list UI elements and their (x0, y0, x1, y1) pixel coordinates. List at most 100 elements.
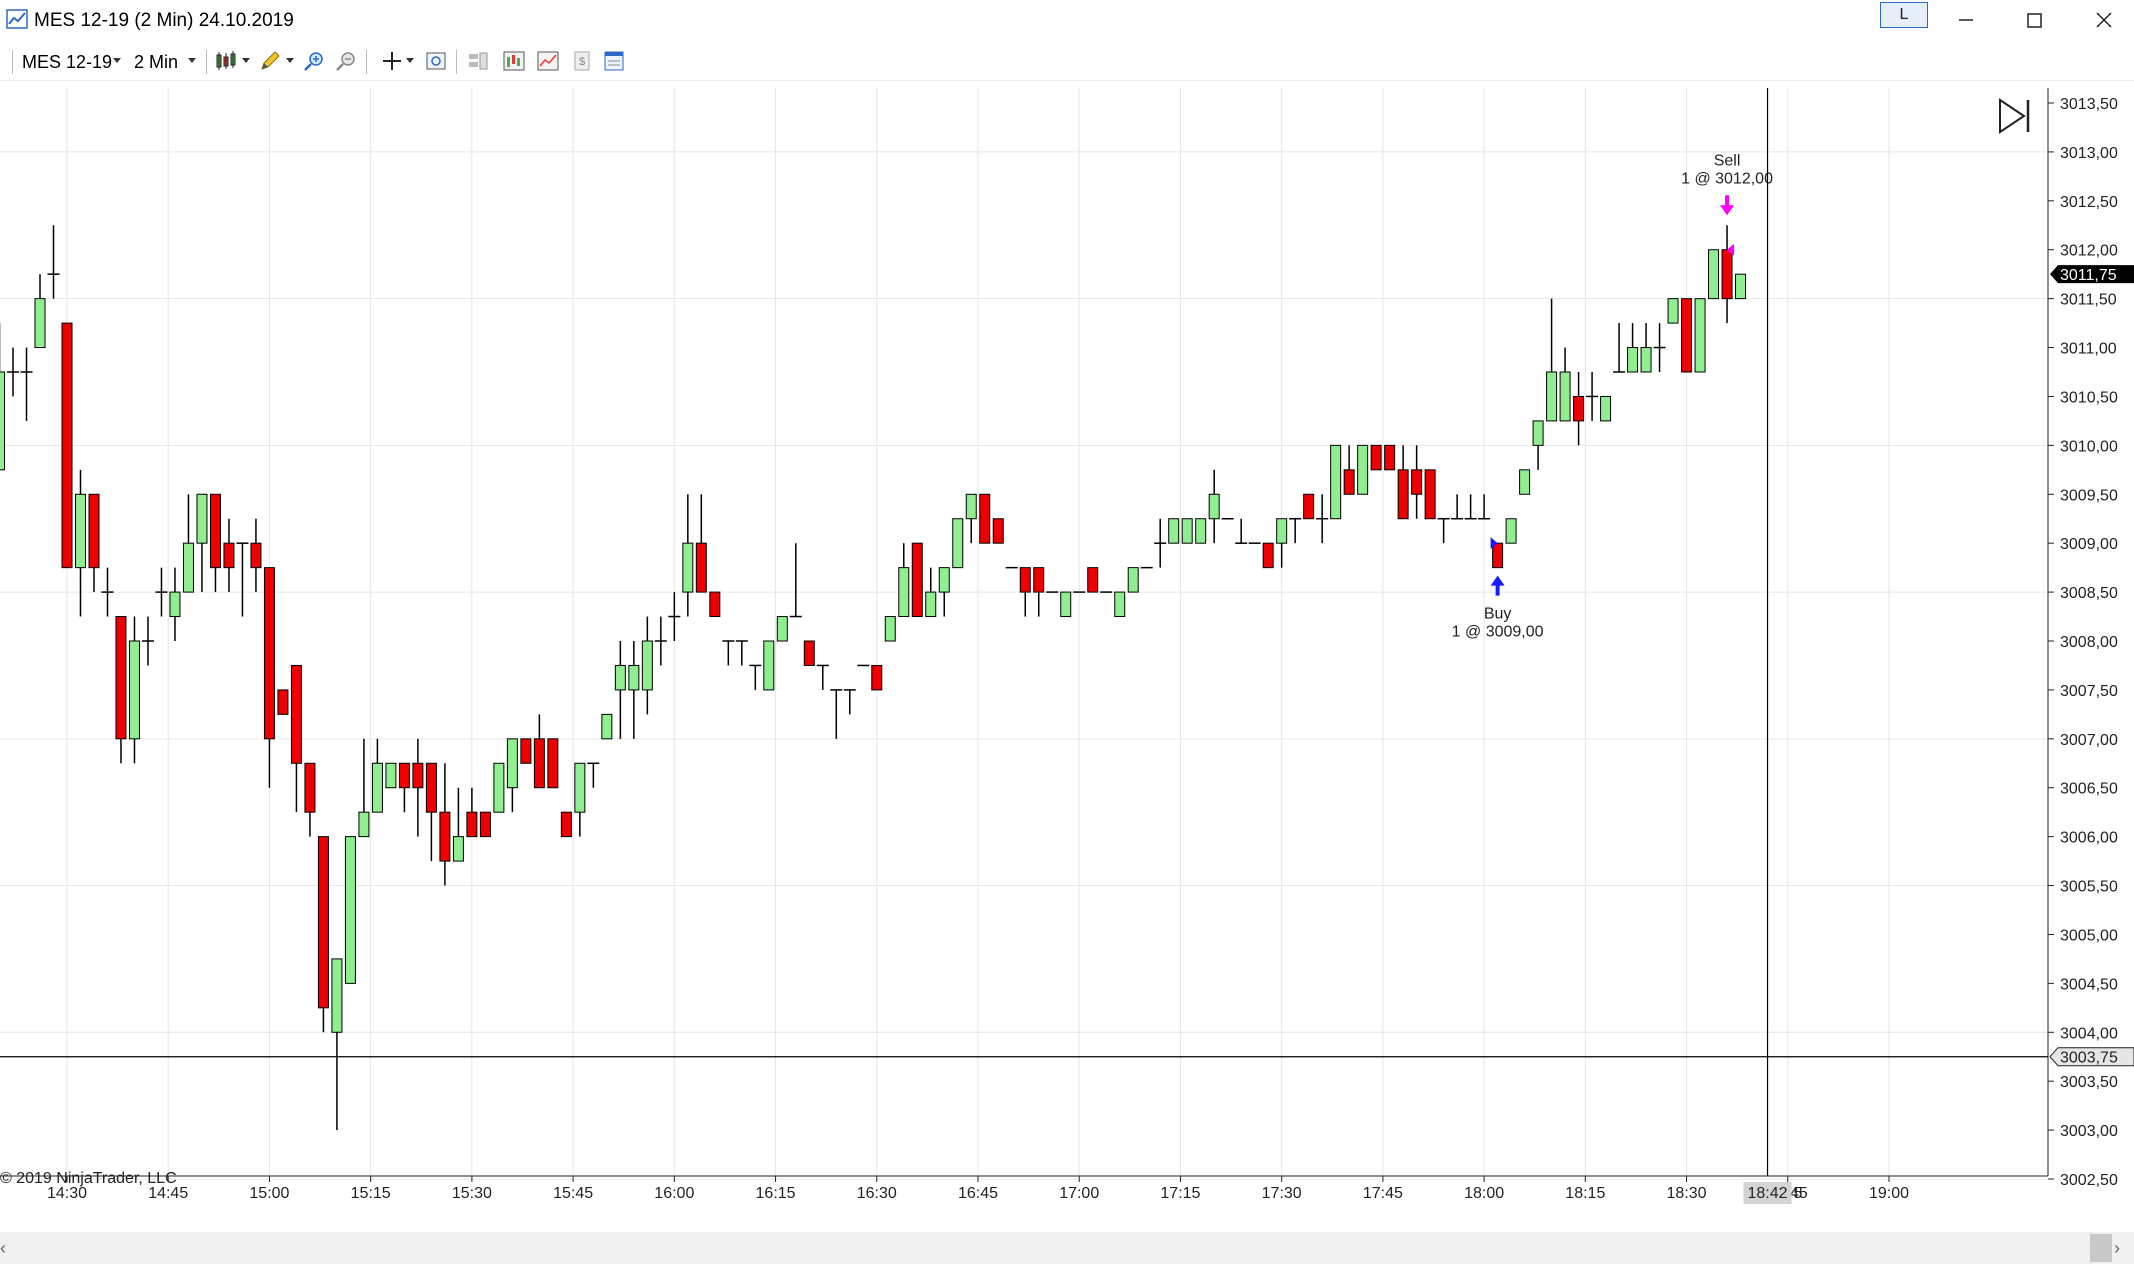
candle-up (34, 298, 46, 349)
candle-down (88, 493, 100, 569)
toolbar-separator (456, 50, 457, 74)
minimize-icon[interactable] (1936, 0, 1996, 40)
close-icon[interactable] (2074, 0, 2134, 40)
y-axis-tick-label: 3007,00 (2060, 732, 2118, 749)
candle-down (115, 616, 127, 740)
candle-up (1627, 347, 1639, 373)
chart-trader-icon[interactable] (466, 49, 490, 73)
y-axis-tick-label: 3009,50 (2060, 487, 2118, 504)
crosshair-icon[interactable] (380, 49, 404, 73)
candle-down (466, 811, 478, 838)
candle-down (290, 664, 302, 764)
instrument-dropdown-caret[interactable] (113, 58, 121, 63)
y-axis-tick-label: 3013,00 (2060, 145, 2118, 162)
horizontal-scrollbar[interactable]: ‹ › (0, 1232, 2134, 1264)
candle-down (479, 811, 491, 838)
buy-execution-marker (1490, 537, 1498, 550)
candle-down (1262, 542, 1274, 569)
candle-up (1181, 518, 1193, 544)
candle-down (1492, 542, 1504, 569)
candle-down (304, 762, 316, 813)
scroll-left-icon[interactable]: ‹ (0, 1238, 6, 1258)
indicators-icon[interactable] (536, 49, 560, 73)
candle-up (128, 640, 140, 740)
y-axis-tick-label: 3012,50 (2060, 194, 2118, 211)
candle-down (1424, 469, 1436, 520)
candle-up (358, 811, 370, 838)
play-triangle-shape (1999, 98, 2026, 134)
candle-down (317, 836, 329, 1009)
x-axis-tick-label: 15:15 (351, 1185, 391, 1202)
y-axis-tick-label: 3011,00 (2060, 341, 2117, 358)
candle-up (601, 713, 613, 740)
candle-down (1411, 469, 1423, 495)
toolbar-separator (206, 50, 207, 74)
candle-down (911, 542, 923, 618)
sell-label: Sell (1714, 152, 1741, 169)
last-price-label: 3011,75 (2060, 267, 2117, 284)
candle-down (1397, 469, 1409, 520)
candle-down (560, 811, 572, 838)
zoom-in-icon[interactable] (302, 49, 326, 73)
drawing-tool-pencil-icon[interactable] (258, 49, 282, 73)
scroll-to-end-icon[interactable] (1999, 98, 2030, 134)
candle-down (250, 542, 262, 569)
buy-label: Buy (1484, 606, 1512, 623)
y-axis-tick-label: 3009,00 (2060, 536, 2118, 553)
scroll-thumb[interactable] (2090, 1234, 2112, 1262)
candle-up (506, 738, 518, 789)
candle-up (1195, 518, 1207, 544)
candle-up (682, 542, 694, 593)
candle-up (1276, 518, 1288, 544)
candle-down (223, 542, 235, 569)
candle-up (0, 371, 6, 471)
y-axis-tick-label: 3005,50 (2060, 879, 2118, 896)
zoom-out-icon[interactable] (334, 49, 358, 73)
drawing-tool-dropdown-caret[interactable] (286, 58, 294, 63)
candle-up (965, 493, 977, 520)
y-axis-tick-label: 3004,50 (2060, 976, 2118, 993)
y-axis-tick-label: 3003,50 (2060, 1074, 2118, 1091)
bar-type-dropdown-caret[interactable] (242, 58, 250, 63)
price-marker-icon[interactable]: $ (570, 49, 594, 73)
candle-up (1708, 249, 1720, 300)
price-chart[interactable]: 3013,50 3013,00 3012,50 3012,00 3011,50 3011,… (0, 82, 2134, 1232)
interval-selector[interactable]: 2 Min (134, 52, 179, 72)
toolbar-separator (12, 50, 13, 74)
x-axis-tick-label: 18:15 (1565, 1185, 1605, 1202)
buy-price-label: 1 @ 3009,00 (1452, 624, 1544, 641)
y-axis-tick-label: 3005,00 (2060, 927, 2118, 944)
y-axis-tick-label: 3013,50 (2060, 96, 2118, 113)
crosshair-dropdown-caret[interactable] (406, 58, 414, 63)
candle-up (641, 640, 653, 691)
candle-up (169, 591, 181, 618)
chart-grid (0, 88, 2048, 1180)
candle-up (1330, 444, 1342, 520)
candle-up (1357, 444, 1369, 495)
x-axis-tick-label: 18:00 (1464, 1185, 1504, 1202)
scroll-right-icon[interactable]: › (2114, 1238, 2120, 1258)
svg-text:$: $ (579, 56, 585, 68)
maximize-icon[interactable] (2004, 0, 2064, 40)
link-button[interactable]: L (1880, 2, 1928, 28)
candle-down (61, 322, 73, 569)
candlestick-series (0, 225, 1747, 1131)
x-axis-tick-label: 14:45 (148, 1185, 188, 1202)
candle-down (1087, 567, 1099, 593)
candle-up (952, 518, 964, 569)
candle-down (547, 738, 559, 789)
data-box-icon[interactable] (424, 49, 448, 73)
properties-icon[interactable] (602, 49, 626, 73)
candle-down (1384, 444, 1396, 471)
candle-up (614, 664, 626, 691)
candle-up (493, 762, 505, 813)
instrument-selector[interactable]: MES 12-19 (22, 52, 113, 72)
title-bar: MES 12-19 (2 Min) 24.10.2019 L (0, 0, 2134, 42)
strategies-icon[interactable] (502, 49, 526, 73)
interval-dropdown-caret[interactable] (188, 58, 196, 63)
candle-down (263, 567, 275, 740)
x-axis-tick-label: 16:00 (654, 1185, 694, 1202)
bar-type-icon[interactable] (214, 49, 238, 73)
last-price-marker (2050, 265, 2134, 284)
candle-up (74, 493, 86, 569)
